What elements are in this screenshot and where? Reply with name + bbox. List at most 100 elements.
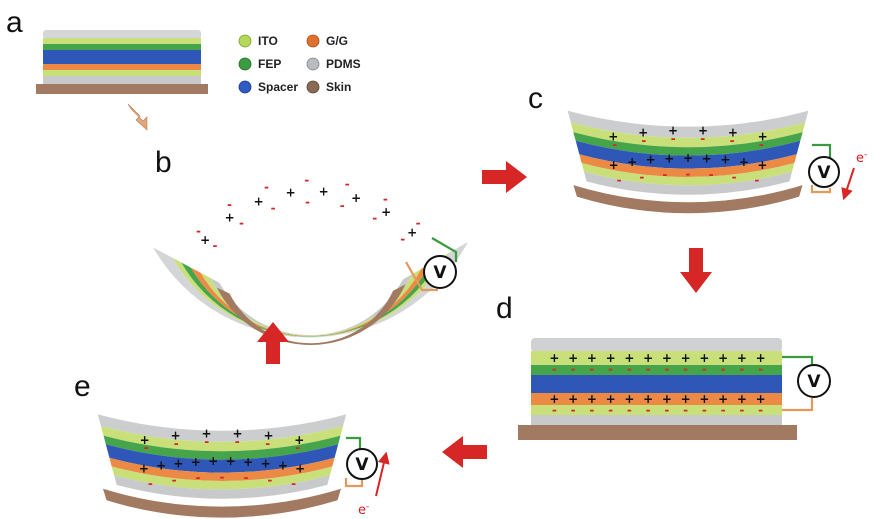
panel-b-negative-charge: -	[239, 216, 244, 230]
panel-c-negative-charge: -	[639, 170, 644, 184]
panel-e-layer-gg	[109, 457, 335, 482]
panel-c-layer-spacer	[575, 140, 801, 169]
legend-swatch-pdms	[306, 57, 320, 71]
panel-c: c ++++++------+++++++++------- V e-	[528, 82, 867, 214]
panel-d-positive-charge: +	[737, 392, 747, 406]
panel-b-positive-charge: +	[407, 226, 417, 240]
wire-green-c	[812, 143, 832, 158]
panel-d-negative-charge: -	[758, 403, 763, 417]
layer-gg	[43, 64, 201, 70]
layer-skin-d	[518, 425, 797, 440]
panel-b-negative-charge: -	[264, 180, 269, 194]
electron-flow-c: e-	[841, 150, 867, 201]
panel-b-negative-charge: -	[304, 173, 309, 187]
wire-orange-c	[810, 185, 832, 194]
layer-ito-bottom-d	[531, 405, 782, 415]
panel-c-negative-charge: -	[754, 173, 759, 187]
panel-c-layer-pdms-bottom	[584, 171, 792, 195]
panel-b-negative-charge: -	[227, 197, 232, 211]
layer-pdms-bottom-d	[531, 415, 782, 425]
panel-d-positive-charge: +	[662, 351, 672, 365]
charge-symbols-b: ------- ++++++++ -------	[196, 173, 421, 252]
panel-d-positive-charge: +	[643, 351, 653, 365]
panel-c-layer-ito-top	[570, 122, 806, 148]
panel-b-positive-charge: +	[351, 191, 361, 205]
panel-e-negative-charge: -	[265, 436, 270, 450]
panel-d-positive-charge: +	[549, 351, 559, 365]
panel-d-positive-charge: +	[681, 392, 691, 406]
panel-e-positive-charge: +	[208, 454, 218, 468]
panel-b-negative-charge: -	[213, 239, 218, 253]
voltmeter-circle-e	[346, 448, 378, 480]
voltmeter-circle-b	[423, 255, 457, 289]
panel-e-positive-charge: +	[226, 454, 236, 468]
panel-c-positive-charge: +	[702, 151, 712, 165]
panel-c-negative-charge: -	[730, 133, 735, 147]
panel-d-negative-charge: -	[571, 403, 576, 417]
panel-b-negative-charge: -	[372, 211, 377, 225]
panel-e-layer-pdms-bottom	[114, 475, 330, 499]
legend-item-pdms: PDMS	[306, 57, 361, 71]
arrow-e-to-b	[257, 322, 289, 364]
electron-arrow-up-e	[375, 451, 390, 497]
panel-e-layer-ito-top	[100, 425, 344, 452]
layer-skin	[36, 84, 208, 94]
panel-e-negative-charge: -	[196, 471, 201, 485]
panel-d-negative-charge: -	[721, 403, 726, 417]
legend-swatch-fep	[238, 57, 252, 71]
panel-c-layer-pdms-cover	[567, 110, 809, 138]
wire-orange-b	[405, 261, 438, 292]
legend-item-ito: ITO	[238, 34, 278, 48]
legend-swatch-spacer	[238, 80, 252, 94]
panel-b-label: b	[155, 146, 172, 179]
panel-b-layer-pdms-bottom	[209, 274, 413, 336]
panel-d-positive-charge: +	[756, 351, 766, 365]
panel-e-positive-charge: +	[232, 426, 242, 440]
panel-d-positive-charge: +	[756, 392, 766, 406]
panel-d-negative-charge: -	[571, 362, 576, 376]
panel-c-positive-charge: +	[609, 158, 619, 172]
panel-e-negative-charge: -	[174, 436, 179, 450]
layer-spacer-d	[531, 375, 782, 393]
legend-swatch-skin	[306, 80, 320, 94]
arrow-d-to-e	[442, 436, 487, 468]
panel-e-layer-fep	[103, 435, 341, 460]
panel-e-layer-skin	[103, 488, 341, 518]
panel-c-label: c	[528, 82, 543, 115]
panel-e-positive-charge: +	[294, 433, 304, 447]
arrow-a-to-b	[127, 103, 148, 131]
panel-c-negative-charge: -	[612, 137, 617, 151]
panel-e-negative-charge: -	[148, 476, 153, 490]
panel-d-positive-charge: +	[643, 392, 653, 406]
panel-c-negative-charge: -	[641, 133, 646, 147]
panel-c-positive-charge: +	[698, 123, 708, 137]
electron-label-c: e-	[856, 150, 867, 166]
panel-e-positive-charge: +	[156, 459, 166, 473]
panel-d-negative-charge: -	[702, 403, 707, 417]
panel-d-positive-charge: +	[568, 351, 578, 365]
panel-e-positive-charge: +	[263, 428, 273, 442]
panel-e-negative-charge: -	[235, 434, 240, 448]
panel-d-negative-charge: -	[664, 362, 669, 376]
layer-fep	[43, 44, 201, 50]
panel-c-negative-charge: -	[759, 137, 764, 151]
panel-c-positive-charge: +	[758, 130, 768, 144]
electron-arrow-down-c	[841, 167, 855, 201]
legend: ITO G/G FEP PDMS Spacer Skin	[238, 34, 361, 94]
panel-d-negative-charge: -	[683, 362, 688, 376]
panel-b-negative-charge: -	[196, 224, 201, 238]
panel-c-positive-charge: +	[668, 123, 678, 137]
panel-e-positive-charge: +	[243, 455, 253, 469]
legend-item-skin: Skin	[306, 80, 351, 94]
panel-b-negative-charge: -	[383, 192, 388, 206]
panel-d-negative-charge: -	[552, 362, 557, 376]
panel-e: e ++++++------++++++++++------- V e-	[74, 370, 390, 518]
panel-c-layer-ito-bottom	[581, 163, 795, 186]
layer-ito-bottom	[43, 70, 201, 76]
panel-c-positive-charge: +	[646, 153, 656, 167]
device-arch-slightly-bent-e	[97, 414, 347, 518]
voltmeter-label-c: V	[817, 163, 831, 183]
panel-e-negative-charge: -	[295, 441, 300, 455]
panel-d-positive-charge: +	[681, 351, 691, 365]
panel-b-negative-charge: -	[271, 201, 276, 215]
